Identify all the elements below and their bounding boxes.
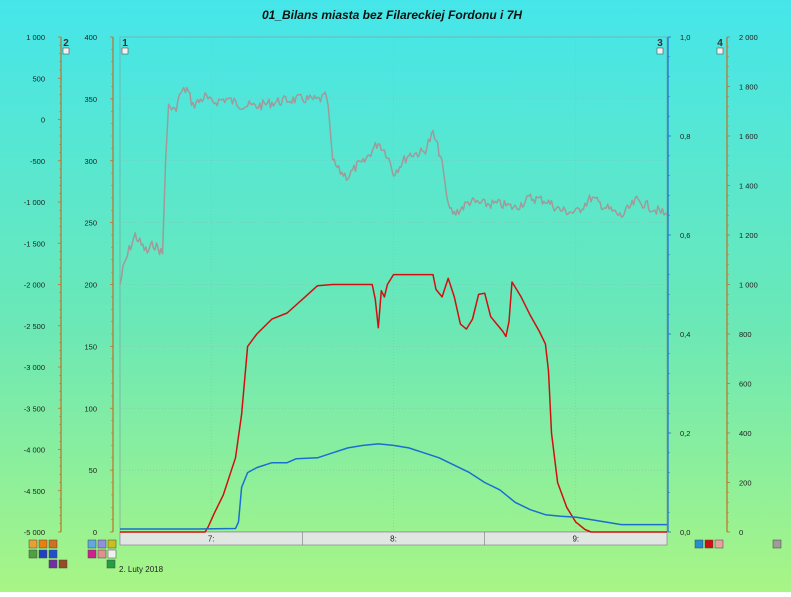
legend-swatch[interactable] <box>28 539 38 549</box>
series-line-gray <box>119 86 668 285</box>
chart-title: 01_Bilans miasta bez Filareckiej Fordonu… <box>262 8 522 22</box>
axis-tick-label: 300 <box>84 157 97 166</box>
axis-tick-label: 0 <box>93 528 97 537</box>
axis-tick-label: 200 <box>739 479 752 488</box>
axis-number-label: 2 <box>63 38 69 49</box>
legend-swatch[interactable] <box>48 549 58 559</box>
legend-swatch[interactable] <box>87 549 97 559</box>
axis-tick-label: -4 500 <box>24 487 45 496</box>
axis-tick-label: 50 <box>89 466 97 475</box>
axis-number-label: 4 <box>717 38 723 49</box>
axis-tick-label: 0 <box>739 528 743 537</box>
axis-lock-icon[interactable] <box>62 47 70 55</box>
axis-tick-label: -3 000 <box>24 363 45 372</box>
axis-lock-icon[interactable] <box>656 47 664 55</box>
x-tick-label: 7: <box>208 535 215 544</box>
legend-swatch[interactable] <box>48 559 58 569</box>
axis-tick-label: 0,2 <box>680 429 690 438</box>
axis-tick-label: 2 000 <box>739 33 758 42</box>
axis-tick-label: -2 500 <box>24 322 45 331</box>
axis-tick-label: 1 000 <box>739 281 758 290</box>
axis-tick-label: 1 600 <box>739 132 758 141</box>
x-tick-label: 9: <box>572 535 579 544</box>
axis-number-label: 1 <box>122 38 128 49</box>
series-line-red <box>120 273 667 533</box>
axis-tick-label: 1 200 <box>739 231 758 240</box>
legend-swatch[interactable] <box>772 539 782 549</box>
axis-tick-label: 500 <box>32 74 45 83</box>
axis-tick-label: 400 <box>84 33 97 42</box>
legend-swatch[interactable] <box>694 539 704 549</box>
axis-lock-icon[interactable] <box>121 47 129 55</box>
axis-tick-label: 150 <box>84 342 97 351</box>
axis-tick-label: 0,8 <box>680 132 690 141</box>
legend-swatch[interactable] <box>714 539 724 549</box>
legend-swatch[interactable] <box>87 539 97 549</box>
date-label: 2. Luty 2018 <box>119 565 164 574</box>
axis-tick-label: -3 500 <box>24 404 45 413</box>
axis-tick-label: 1 000 <box>26 33 45 42</box>
axis-tick-label: 350 <box>84 95 97 104</box>
axis-tick-label: 0,4 <box>680 330 690 339</box>
axis-tick-label: -1 500 <box>24 239 45 248</box>
axis-number-label: 3 <box>657 38 663 49</box>
legend-swatch[interactable] <box>58 559 68 569</box>
legend-swatch[interactable] <box>97 549 107 559</box>
x-tick-label: 8: <box>390 535 397 544</box>
x-axis-strip <box>119 531 668 546</box>
legend-swatch[interactable] <box>48 539 58 549</box>
axis-tick-label: 250 <box>84 219 97 228</box>
legend-swatch[interactable] <box>38 539 48 549</box>
axis-tick-label: 1 400 <box>739 182 758 191</box>
axis-tick-label: -1 000 <box>24 198 45 207</box>
series-line-blue <box>120 443 667 530</box>
legend-swatch[interactable] <box>38 549 48 559</box>
legend-swatch[interactable] <box>107 549 117 559</box>
axis-tick-label: 400 <box>739 429 752 438</box>
axis-tick-label: 0,6 <box>680 231 690 240</box>
axis-tick-label: 800 <box>739 330 752 339</box>
axis-tick-label: 1 800 <box>739 83 758 92</box>
axis-tick-label: -2 000 <box>24 281 45 290</box>
axis-tick-label: 600 <box>739 380 752 389</box>
axis-tick-label: 0,0 <box>680 528 690 537</box>
legend-swatch[interactable] <box>704 539 714 549</box>
axis-tick-label: 0 <box>41 116 45 125</box>
axis-tick-label: -5 000 <box>24 528 45 537</box>
axis-lock-icon[interactable] <box>716 47 724 55</box>
axis-tick-label: 1,0 <box>680 33 690 42</box>
axis-tick-label: 100 <box>84 404 97 413</box>
legend-swatch[interactable] <box>107 539 117 549</box>
axis-tick-label: -500 <box>30 157 45 166</box>
legend-swatch[interactable] <box>97 539 107 549</box>
axis-tick-label: -4 000 <box>24 446 45 455</box>
legend-swatch[interactable] <box>28 549 38 559</box>
axis-tick-label: 200 <box>84 281 97 290</box>
legend-swatch[interactable] <box>106 559 116 569</box>
